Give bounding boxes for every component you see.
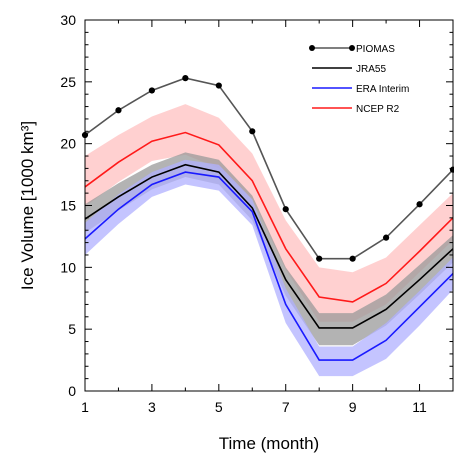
y-tick-label: 25 (60, 74, 76, 90)
y-tick-label: 5 (68, 321, 76, 337)
marker-piomas-4 (182, 75, 189, 82)
x-tick-label: 11 (412, 399, 427, 415)
legend-label-piomas: PIOMAS (356, 44, 395, 55)
band-era-interim (85, 159, 453, 377)
legend-label-ncep-r2: NCEP R2 (356, 104, 400, 115)
legend-label-era-interim: ERA Interim (356, 84, 409, 95)
marker-piomas-2 (115, 107, 122, 114)
uncertainty-bands (85, 104, 453, 377)
y-tick-label: 10 (60, 259, 76, 275)
x-axis-label: Time (month) (219, 434, 319, 453)
marker-piomas-5 (215, 82, 222, 89)
axis-ticks: 0 5 10 15 20 25 30 1 3 5 7 9 11 (60, 12, 454, 415)
y-tick-label: 20 (60, 136, 76, 152)
line-era-interim (84, 171, 454, 361)
x-tick-label: 3 (148, 399, 156, 415)
band-ncep-r2 (85, 104, 453, 322)
marker-piomas-9 (349, 255, 356, 262)
legend-marker-piomas (349, 45, 355, 51)
legend-label-jra55: JRA55 (356, 64, 386, 75)
line-piomas (84, 77, 454, 260)
legend-marker-piomas (309, 45, 315, 51)
y-axis-label: Ice Volume [1000 km³] (18, 121, 37, 290)
line-jra55 (84, 163, 454, 329)
series-lines (84, 77, 454, 361)
marker-piomas-10 (382, 234, 390, 241)
x-tick-label: 1 (81, 399, 89, 415)
x-tick-label: 7 (282, 399, 290, 415)
y-tick-label: 0 (68, 383, 76, 399)
marker-piomas-8 (316, 255, 323, 262)
legend: PIOMAS JRA55 ERA Interim NCEP R2 (309, 44, 409, 115)
marker-piomas-6 (249, 128, 256, 135)
y-tick-label: 30 (60, 12, 76, 28)
marker-piomas-7 (282, 206, 289, 213)
marker-piomas-3 (148, 87, 156, 94)
x-tick-label: 5 (215, 399, 223, 415)
x-tick-label: 9 (349, 399, 357, 415)
line-ncep-r2 (84, 131, 454, 303)
y-tick-label: 15 (60, 198, 76, 214)
marker-piomas-11 (416, 201, 423, 208)
